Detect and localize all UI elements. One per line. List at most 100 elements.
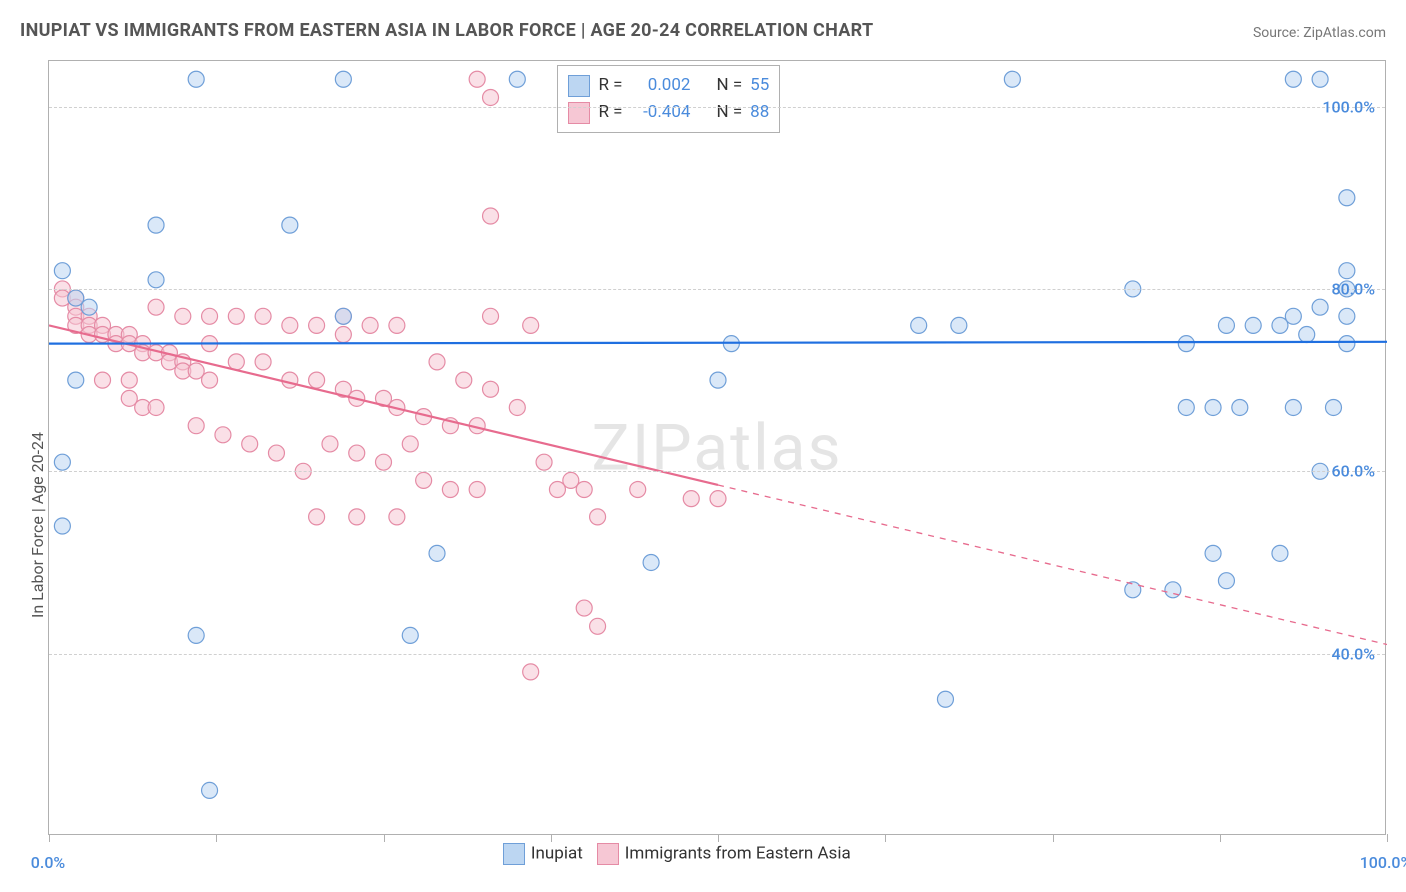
data-point bbox=[95, 372, 111, 388]
data-point bbox=[1339, 263, 1355, 279]
data-point bbox=[1312, 299, 1328, 315]
data-point bbox=[188, 71, 204, 87]
n-value-b: 88 bbox=[750, 99, 769, 126]
y-axis-label: In Labor Force | Age 20-24 bbox=[28, 432, 47, 618]
data-point bbox=[121, 372, 137, 388]
source-label: Source: ZipAtlas.com bbox=[1253, 25, 1386, 41]
data-point bbox=[1125, 582, 1141, 598]
data-point bbox=[335, 71, 351, 87]
data-point bbox=[148, 272, 164, 288]
data-point bbox=[228, 308, 244, 324]
legend-label-inupiat: Inupiat bbox=[531, 843, 583, 863]
data-point bbox=[188, 627, 204, 643]
data-point bbox=[416, 472, 432, 488]
data-point bbox=[429, 354, 445, 370]
data-point bbox=[442, 482, 458, 498]
data-point bbox=[1312, 71, 1328, 87]
data-point bbox=[1245, 317, 1261, 333]
data-point bbox=[710, 372, 726, 388]
data-point bbox=[630, 482, 646, 498]
data-point bbox=[509, 71, 525, 87]
data-point bbox=[549, 482, 565, 498]
data-point bbox=[335, 327, 351, 343]
data-point bbox=[376, 454, 392, 470]
data-point bbox=[81, 299, 97, 315]
data-point bbox=[255, 308, 271, 324]
r-label-b: R = bbox=[598, 99, 622, 126]
data-point bbox=[456, 372, 472, 388]
series-legend: Inupiat Immigrants from Eastern Asia bbox=[503, 843, 851, 865]
data-point bbox=[349, 509, 365, 525]
data-point bbox=[54, 454, 70, 470]
data-point bbox=[1285, 399, 1301, 415]
data-point bbox=[322, 436, 338, 452]
r-value-a: 0.002 bbox=[630, 72, 690, 99]
y-tick-label: 100.0% bbox=[1322, 97, 1375, 116]
data-point bbox=[202, 308, 218, 324]
data-point bbox=[148, 217, 164, 233]
data-point bbox=[576, 482, 592, 498]
data-point bbox=[389, 509, 405, 525]
correlation-legend: R = 0.002 N = 55 R = -0.404 N = 88 bbox=[557, 65, 780, 133]
data-point bbox=[483, 208, 499, 224]
data-point bbox=[148, 299, 164, 315]
data-point bbox=[483, 381, 499, 397]
n-value-a: 55 bbox=[750, 72, 769, 99]
data-point bbox=[215, 427, 231, 443]
data-point bbox=[523, 664, 539, 680]
data-point bbox=[1299, 327, 1315, 343]
data-point bbox=[576, 600, 592, 616]
scatter-svg bbox=[49, 61, 1387, 836]
data-point bbox=[1004, 71, 1020, 87]
chart-title: INUPIAT VS IMMIGRANTS FROM EASTERN ASIA … bbox=[20, 20, 873, 41]
swatch-inupiat-bottom bbox=[503, 843, 525, 865]
data-point bbox=[590, 618, 606, 634]
data-point bbox=[202, 782, 218, 798]
data-point bbox=[536, 454, 552, 470]
data-point bbox=[1178, 336, 1194, 352]
x-tick-label-left: 0.0% bbox=[31, 853, 65, 872]
data-point bbox=[1218, 573, 1234, 589]
swatch-inupiat bbox=[568, 75, 590, 97]
r-value-b: -0.404 bbox=[630, 99, 690, 126]
data-point bbox=[148, 399, 164, 415]
data-point bbox=[951, 317, 967, 333]
r-label-a: R = bbox=[598, 72, 622, 99]
data-point bbox=[1205, 399, 1221, 415]
data-point bbox=[1232, 399, 1248, 415]
swatch-eastern-asia-bottom bbox=[597, 843, 619, 865]
legend-label-eastern-asia: Immigrants from Eastern Asia bbox=[625, 843, 851, 863]
data-point bbox=[202, 372, 218, 388]
swatch-eastern-asia bbox=[568, 102, 590, 124]
data-point bbox=[1205, 545, 1221, 561]
n-label-a: N = bbox=[716, 72, 742, 99]
data-point bbox=[335, 308, 351, 324]
data-point bbox=[1339, 190, 1355, 206]
data-point bbox=[1272, 545, 1288, 561]
data-point bbox=[54, 518, 70, 534]
y-tick-label: 60.0% bbox=[1331, 462, 1375, 481]
x-tick-label-right: 100.0% bbox=[1360, 853, 1406, 872]
data-point bbox=[54, 263, 70, 279]
n-label-b: N = bbox=[716, 99, 742, 126]
data-point bbox=[1218, 317, 1234, 333]
data-point bbox=[255, 354, 271, 370]
trend-line-extrapolated bbox=[718, 485, 1387, 645]
data-point bbox=[309, 372, 325, 388]
data-point bbox=[429, 545, 445, 561]
data-point bbox=[389, 317, 405, 333]
data-point bbox=[469, 482, 485, 498]
data-point bbox=[523, 317, 539, 333]
data-point bbox=[509, 399, 525, 415]
data-point bbox=[188, 418, 204, 434]
data-point bbox=[175, 308, 191, 324]
data-point bbox=[242, 436, 258, 452]
data-point bbox=[469, 71, 485, 87]
data-point bbox=[228, 354, 244, 370]
data-point bbox=[643, 554, 659, 570]
data-point bbox=[710, 491, 726, 507]
data-point bbox=[282, 317, 298, 333]
data-point bbox=[1325, 399, 1341, 415]
data-point bbox=[282, 372, 298, 388]
data-point bbox=[1272, 317, 1288, 333]
